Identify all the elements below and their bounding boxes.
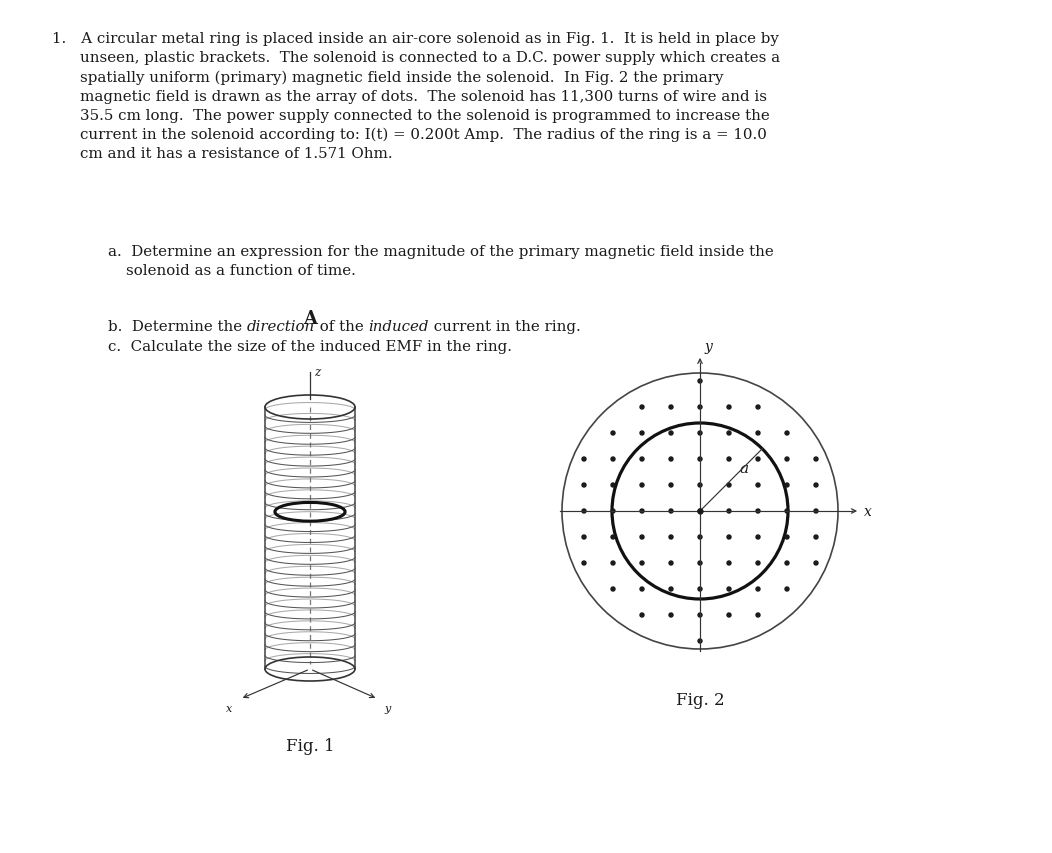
Text: induced: induced — [368, 320, 429, 334]
Circle shape — [756, 536, 760, 539]
Text: A: A — [303, 310, 317, 328]
Circle shape — [582, 457, 586, 461]
Circle shape — [756, 588, 760, 591]
Circle shape — [640, 561, 644, 566]
Text: magnetic field is drawn as the array of dots.  The solenoid has 11,300 turns of : magnetic field is drawn as the array of … — [80, 90, 767, 103]
Circle shape — [697, 509, 702, 514]
Text: current in the solenoid according to: I(t) = 0.200t Amp.  The radius of the ring: current in the solenoid according to: I(… — [80, 128, 767, 142]
Circle shape — [727, 457, 731, 461]
Circle shape — [727, 536, 731, 539]
Circle shape — [814, 457, 818, 461]
Circle shape — [756, 613, 760, 618]
Circle shape — [640, 432, 644, 436]
Circle shape — [756, 432, 760, 436]
Circle shape — [814, 561, 818, 566]
Circle shape — [611, 561, 615, 566]
Circle shape — [727, 588, 731, 591]
Circle shape — [785, 432, 789, 436]
Text: current in the ring.: current in the ring. — [429, 320, 581, 334]
Circle shape — [756, 509, 760, 514]
Circle shape — [727, 432, 731, 436]
Circle shape — [669, 405, 673, 409]
Circle shape — [697, 380, 702, 384]
Circle shape — [727, 509, 731, 514]
Circle shape — [814, 509, 818, 514]
Circle shape — [697, 457, 702, 461]
Text: cm and it has a resistance of 1.571 Ohm.: cm and it has a resistance of 1.571 Ohm. — [80, 147, 392, 161]
Circle shape — [669, 561, 673, 566]
Circle shape — [756, 405, 760, 409]
Circle shape — [727, 484, 731, 487]
Circle shape — [611, 509, 615, 514]
Circle shape — [669, 432, 673, 436]
Circle shape — [697, 561, 702, 566]
Circle shape — [756, 484, 760, 487]
Text: Fig. 2: Fig. 2 — [675, 691, 725, 708]
Circle shape — [582, 536, 586, 539]
Circle shape — [669, 613, 673, 618]
Circle shape — [611, 484, 615, 487]
Text: spatially uniform (primary) magnetic field inside the solenoid.  In Fig. 2 the p: spatially uniform (primary) magnetic fie… — [80, 70, 724, 84]
Text: c.  Calculate the size of the induced EMF in the ring.: c. Calculate the size of the induced EMF… — [108, 339, 512, 353]
Circle shape — [611, 432, 615, 436]
Text: x: x — [864, 504, 872, 519]
Text: of the: of the — [315, 320, 368, 334]
Text: x: x — [226, 703, 232, 713]
Circle shape — [640, 588, 644, 591]
Circle shape — [727, 613, 731, 618]
Circle shape — [727, 405, 731, 409]
Circle shape — [582, 561, 586, 566]
Text: a: a — [740, 461, 748, 475]
Circle shape — [785, 484, 789, 487]
Text: direction: direction — [247, 320, 315, 334]
Circle shape — [640, 405, 644, 409]
Circle shape — [697, 613, 702, 618]
Circle shape — [669, 457, 673, 461]
Circle shape — [756, 561, 760, 566]
Circle shape — [785, 588, 789, 591]
Circle shape — [697, 639, 702, 643]
Circle shape — [611, 536, 615, 539]
Circle shape — [785, 561, 789, 566]
Circle shape — [697, 536, 702, 539]
Circle shape — [785, 509, 789, 514]
Circle shape — [756, 457, 760, 461]
Circle shape — [582, 484, 586, 487]
Circle shape — [814, 536, 818, 539]
Circle shape — [640, 613, 644, 618]
Circle shape — [785, 536, 789, 539]
Circle shape — [814, 484, 818, 487]
Circle shape — [669, 588, 673, 591]
Circle shape — [640, 484, 644, 487]
Text: solenoid as a function of time.: solenoid as a function of time. — [126, 264, 356, 278]
Circle shape — [640, 457, 644, 461]
Text: a.  Determine an expression for the magnitude of the primary magnetic field insi: a. Determine an expression for the magni… — [108, 245, 774, 258]
Circle shape — [697, 484, 702, 487]
Circle shape — [727, 561, 731, 566]
Text: y: y — [705, 339, 713, 354]
Circle shape — [611, 457, 615, 461]
Text: 1. A circular metal ring is placed inside an air-core solenoid as in Fig. 1.  It: 1. A circular metal ring is placed insid… — [52, 32, 778, 46]
Text: unseen, plastic brackets.  The solenoid is connected to a D.C. power supply whic: unseen, plastic brackets. The solenoid i… — [80, 51, 781, 65]
Circle shape — [697, 588, 702, 591]
Circle shape — [697, 405, 702, 409]
Circle shape — [669, 484, 673, 487]
Circle shape — [611, 588, 615, 591]
Text: 35.5 cm long.  The power supply connected to the solenoid is programmed to incre: 35.5 cm long. The power supply connected… — [80, 108, 770, 123]
Text: Fig. 1: Fig. 1 — [286, 737, 335, 754]
Text: z: z — [313, 366, 320, 379]
Circle shape — [640, 509, 644, 514]
Circle shape — [785, 457, 789, 461]
Circle shape — [669, 509, 673, 514]
Circle shape — [697, 432, 702, 436]
Text: y: y — [384, 703, 390, 713]
Circle shape — [640, 536, 644, 539]
Circle shape — [582, 509, 586, 514]
Text: b.  Determine the: b. Determine the — [108, 320, 247, 334]
Circle shape — [669, 536, 673, 539]
